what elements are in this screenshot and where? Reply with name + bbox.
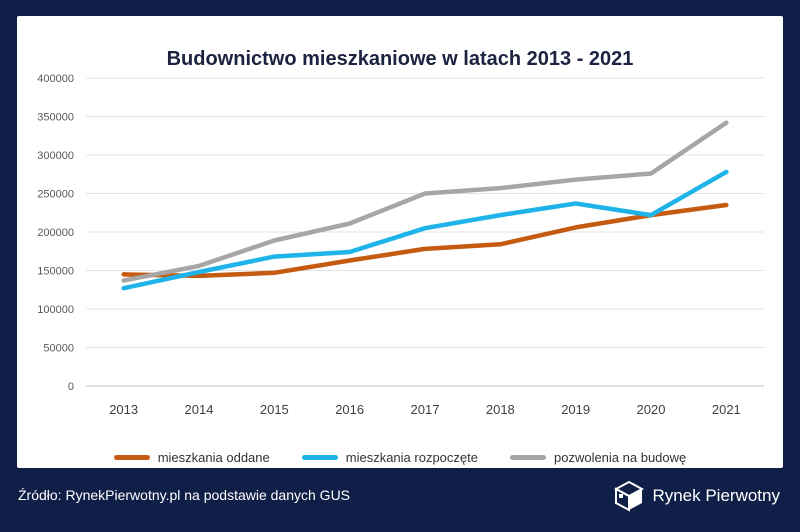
legend-label: mieszkania rozpoczęte [345, 450, 478, 465]
x-tick-label: 2014 [185, 402, 214, 417]
legend-label: pozwolenia na budowę [553, 450, 687, 465]
legend-swatch-rozpoczete [301, 455, 338, 460]
chart-legend: mieszkania oddane mieszkania rozpoczęte … [17, 450, 783, 465]
y-tick-label: 100000 [37, 304, 74, 316]
y-tick-label: 150000 [37, 266, 74, 278]
line-chart: 0 50000 100000 150000 200000 250000 300000 3500… [37, 73, 764, 417]
legend-label: mieszkania oddane [157, 450, 270, 465]
y-tick-label: 250000 [37, 189, 74, 201]
legend-item-rozpoczete: mieszkania rozpoczęte [301, 450, 478, 465]
y-tick-label: 400000 [37, 73, 74, 85]
legend-swatch-oddane [113, 455, 150, 460]
chart-card: Budownictwo mieszkaniowe w latach 2013 -… [17, 16, 783, 468]
x-tick-label: 2020 [637, 402, 666, 417]
legend-item-pozwolenia: pozwolenia na budowę [509, 450, 687, 465]
x-tick-label: 2016 [335, 402, 364, 417]
x-tick-label: 2018 [486, 402, 515, 417]
x-tick-label: 2019 [561, 402, 590, 417]
x-tick-label: 2017 [411, 402, 440, 417]
series-line-0 [121, 202, 729, 279]
x-tick-label: 2021 [712, 402, 741, 417]
y-tick-label: 0 [68, 381, 74, 393]
y-tick-label: 200000 [37, 227, 74, 239]
y-tick-label: 300000 [37, 150, 74, 162]
brand-cube-icon [614, 480, 645, 512]
brand-name: Rynek Pierwotny [652, 486, 780, 505]
legend-item-oddane: mieszkania oddane [113, 450, 270, 465]
x-tick-label: 2013 [109, 402, 138, 417]
chart-title: Budownictwo mieszkaniowe w latach 2013 -… [166, 48, 634, 70]
y-tick-label: 50000 [43, 343, 74, 355]
x-tick-label: 2015 [260, 402, 289, 417]
source-note: Źródło: RynekPierwotny.pl na podstawie d… [18, 487, 351, 503]
legend-swatch-pozwolenia [509, 455, 546, 460]
brand-logo-block: Rynek Pierwotny [614, 480, 780, 512]
series-line-1 [121, 169, 729, 291]
y-tick-label: 350000 [37, 112, 74, 124]
series-line-2 [121, 120, 729, 283]
